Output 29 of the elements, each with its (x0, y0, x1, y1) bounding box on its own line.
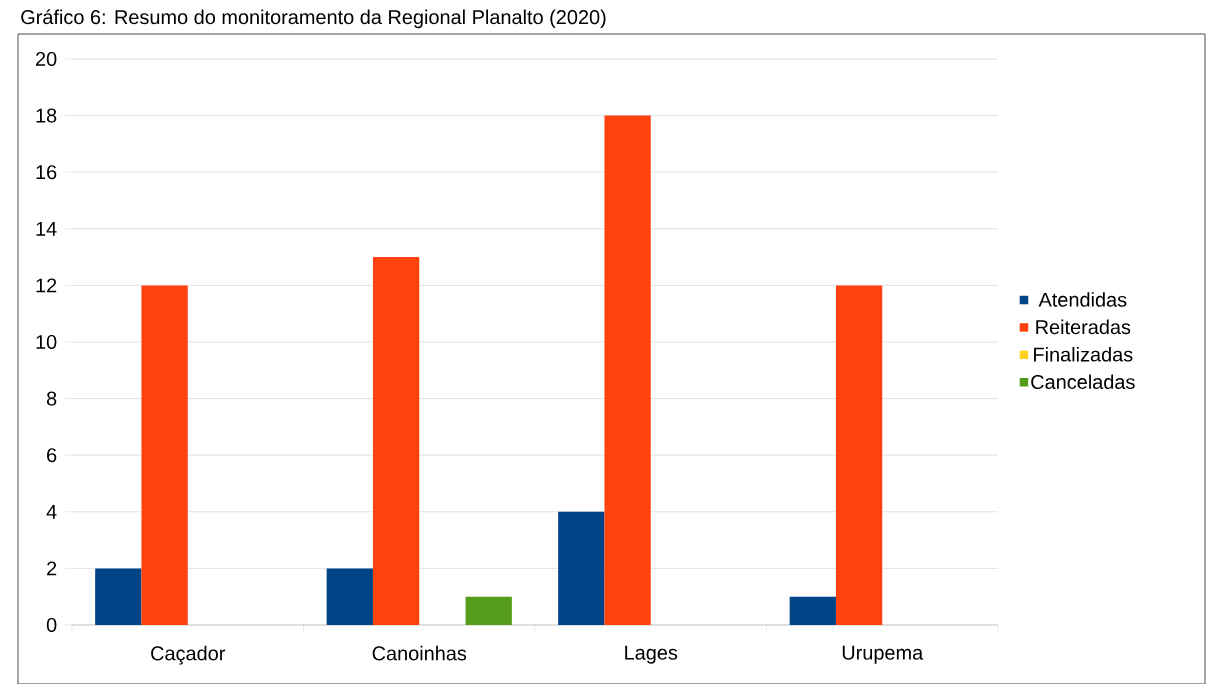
bar (465, 596, 512, 625)
y-tick-label: 20 (36, 51, 57, 66)
bar (95, 568, 142, 625)
y-tick-label: 14 (36, 221, 57, 236)
bar (835, 285, 883, 625)
y-tick-label: 2 (47, 561, 57, 576)
legend-label: Canceladas (1031, 374, 1135, 389)
bar (558, 511, 605, 625)
bar (604, 115, 651, 625)
bar (326, 568, 373, 625)
x-tick-label: Canoinhas (372, 645, 467, 661)
bar (372, 256, 420, 625)
legend-label: Atendidas (1038, 291, 1127, 307)
bar (141, 285, 188, 625)
legend-label: Reiteradas (1036, 319, 1131, 334)
x-tick-label: Urupema (842, 645, 924, 664)
y-tick-label: 6 (47, 447, 57, 462)
x-tick-label: Caçador (151, 645, 226, 665)
y-tick-label: 8 (46, 391, 57, 406)
y-tick-label: 12 (36, 278, 57, 293)
y-tick-label: 10 (36, 334, 57, 349)
y-tick-label: 18 (36, 108, 57, 123)
y-tick-label: 0 (46, 617, 57, 632)
x-tick-label: Lages (625, 645, 678, 664)
chart-title: Gráfico 6: Resumo do monitoramento da Regional Planalto (2020) (21, 9, 606, 28)
y-tick-label: 16 (36, 164, 57, 179)
legend-label: Finalizadas (1034, 346, 1133, 362)
y-tick-label: 4 (46, 504, 57, 519)
bar (789, 596, 836, 625)
